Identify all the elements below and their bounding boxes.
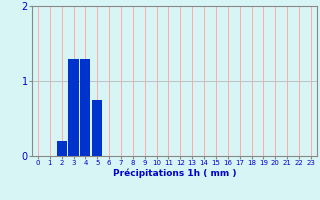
Bar — [57, 141, 67, 156]
X-axis label: Précipitations 1h ( mm ): Précipitations 1h ( mm ) — [113, 169, 236, 178]
Bar — [92, 100, 102, 156]
Bar — [68, 58, 79, 156]
Bar — [80, 58, 91, 156]
